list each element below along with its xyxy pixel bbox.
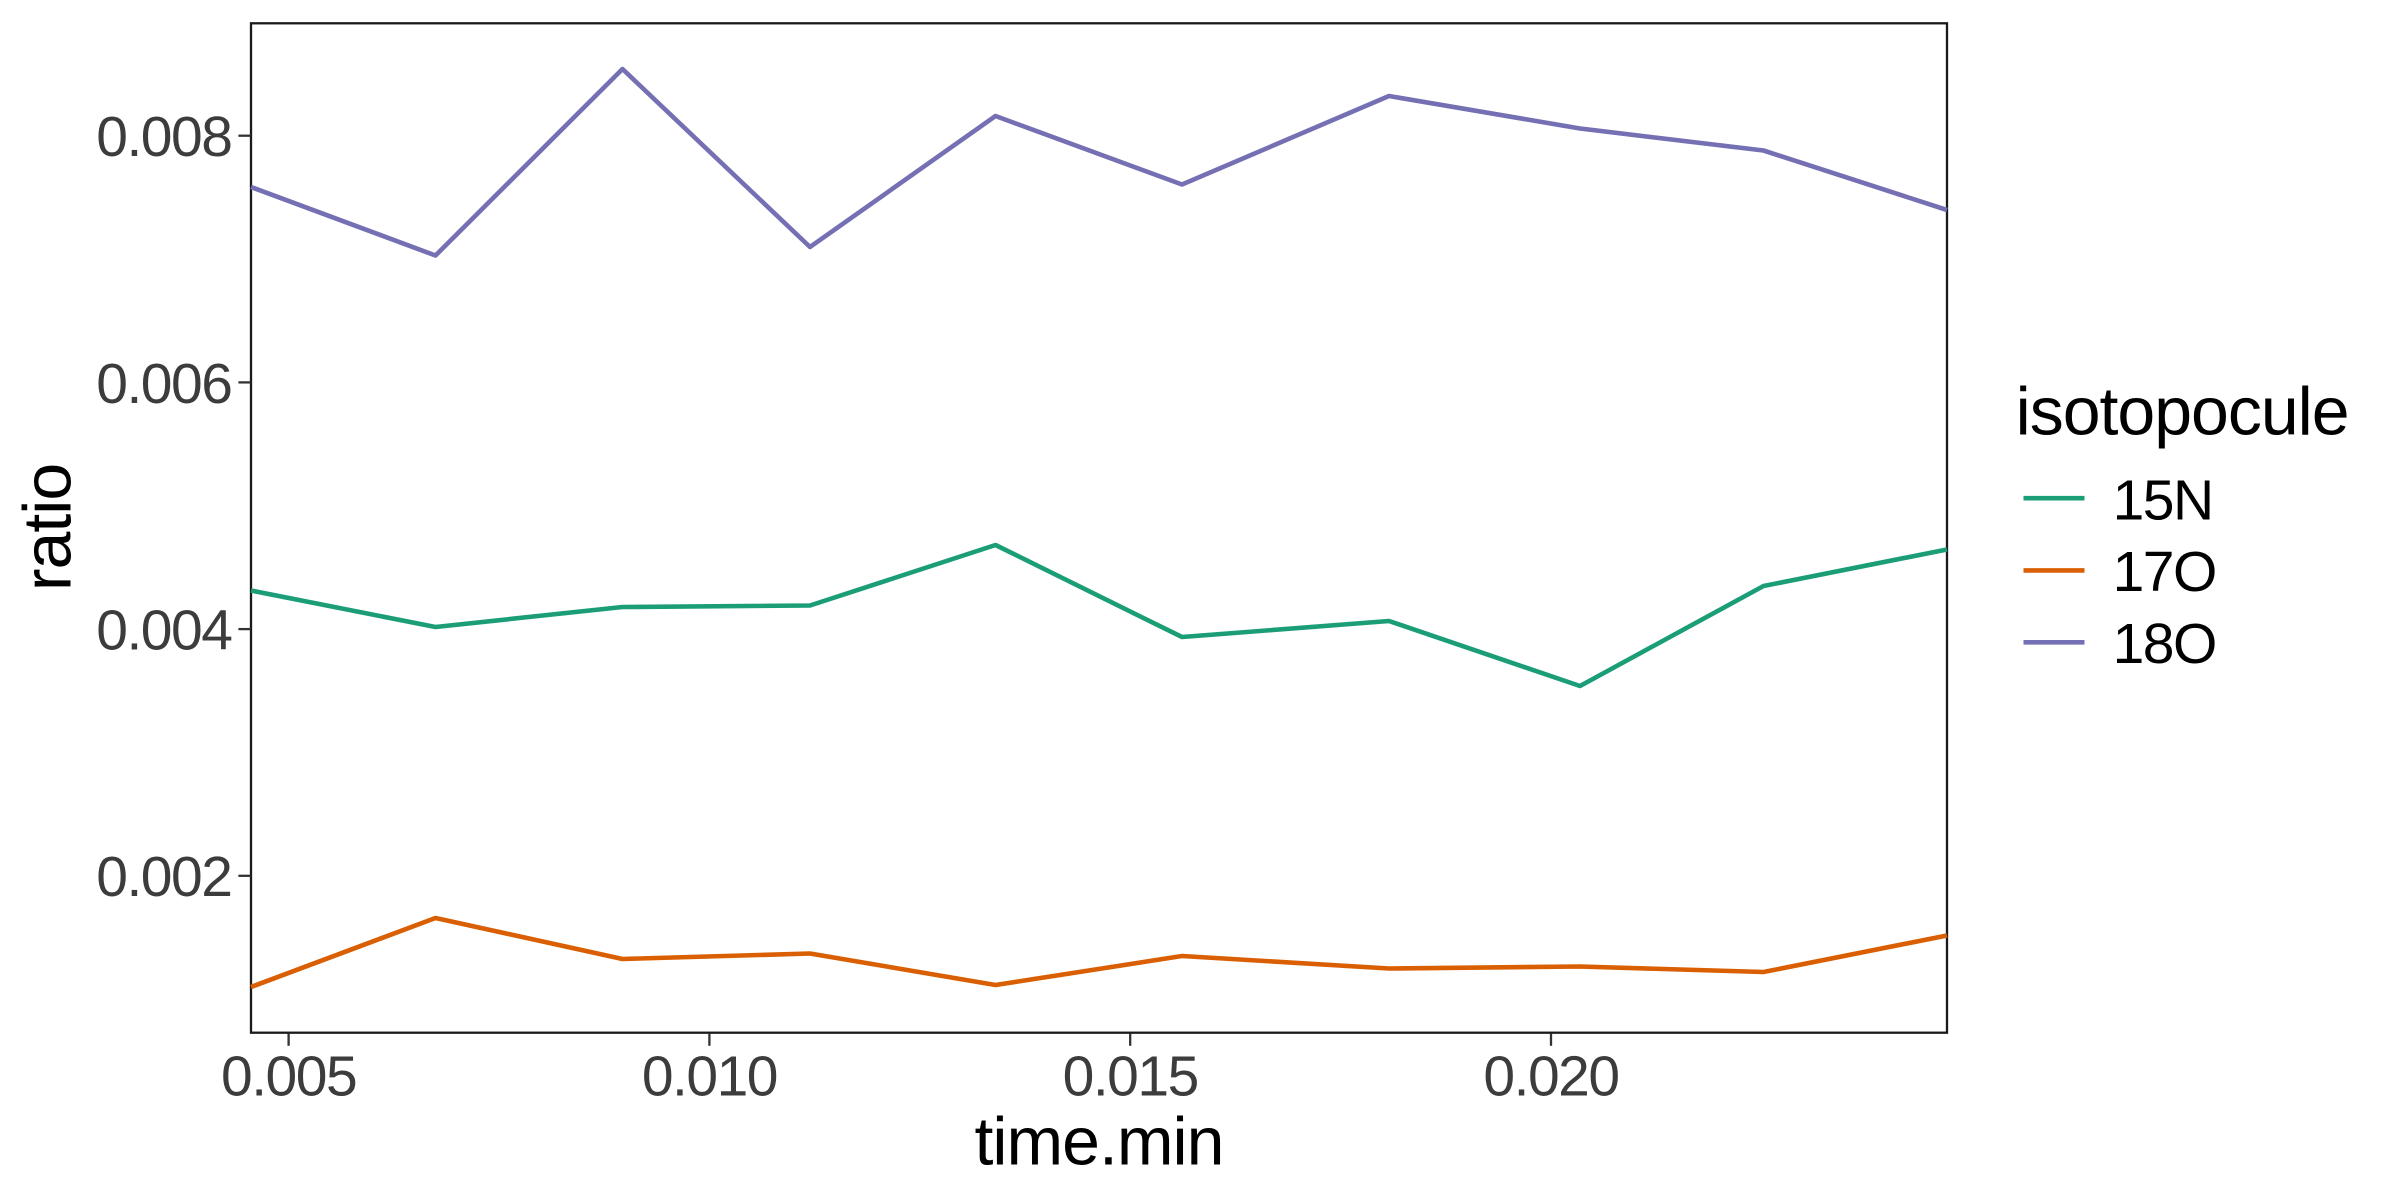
svg-text:0.020: 0.020	[1483, 1044, 1618, 1108]
svg-text:0.006: 0.006	[96, 352, 231, 416]
svg-text:0.004: 0.004	[96, 599, 232, 663]
svg-text:17O: 17O	[2113, 540, 2216, 604]
svg-text:0.002: 0.002	[96, 845, 231, 909]
svg-text:0.005: 0.005	[221, 1044, 356, 1108]
svg-text:0.008: 0.008	[96, 105, 231, 169]
svg-text:0.010: 0.010	[642, 1044, 777, 1108]
svg-text:15N: 15N	[2113, 468, 2213, 532]
svg-text:isotopocule: isotopocule	[2016, 374, 2349, 450]
svg-text:time.min: time.min	[975, 1104, 1224, 1180]
svg-text:18O: 18O	[2113, 612, 2216, 676]
svg-text:0.015: 0.015	[1063, 1044, 1198, 1108]
svg-text:ratio: ratio	[10, 464, 86, 591]
